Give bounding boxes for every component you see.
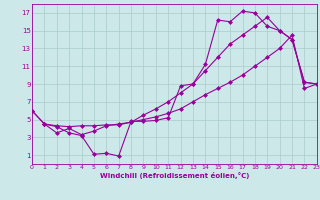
X-axis label: Windchill (Refroidissement éolien,°C): Windchill (Refroidissement éolien,°C)	[100, 172, 249, 179]
